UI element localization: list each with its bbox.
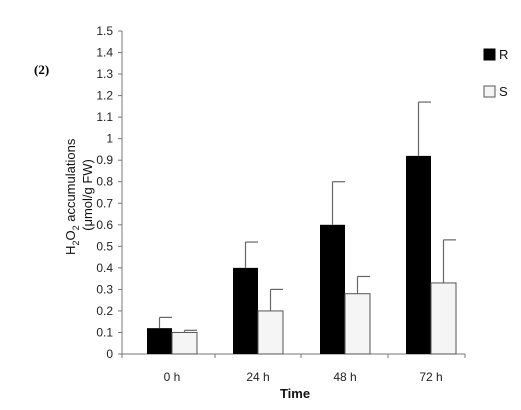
x-tick-label: 0 h [164, 370, 181, 384]
x-tick-label: 72 h [419, 370, 442, 384]
y-axis-title-line1: H2O2 accumulations [63, 138, 81, 255]
bar-r [320, 224, 345, 354]
y-tick-label: 0 [106, 347, 113, 361]
y-axis-title: H2O2 accumulations (μmol/g FW) [63, 135, 95, 255]
legend-swatch-s [483, 85, 496, 98]
bar-r [233, 267, 258, 354]
x-tick-label: 48 h [333, 370, 356, 384]
legend-label-s: S [499, 84, 508, 99]
y-tick-label: 1.1 [96, 110, 113, 124]
bar-s [430, 282, 457, 355]
y-tick-label: 0.2 [96, 304, 113, 318]
bar-s [344, 293, 371, 355]
legend-label-r: R [499, 47, 508, 62]
bar-r [406, 155, 431, 354]
y-tick-label: 0.9 [96, 153, 113, 167]
bar-r [147, 328, 172, 354]
x-tick-label: 24 h [246, 370, 269, 384]
y-tick-label: 0.5 [96, 239, 113, 253]
y-tick-label: 1.4 [96, 46, 113, 60]
plot-area: 0 0.1 0.2 0.3 0.4 0.5 0.6 0.7 0.8 0.9 1 1.1 1.2 1.3 1.… [96, 24, 466, 384]
legend-swatch-r [483, 48, 496, 61]
y-axis-title-line2: (μmol/g FW) [80, 159, 95, 231]
y-label-sub1: 2 [71, 241, 81, 246]
y-tick-label: 0.6 [96, 218, 113, 232]
legend: RS [483, 47, 508, 99]
y-label-o: O [63, 230, 78, 240]
y-tick-label: 1.2 [96, 89, 113, 103]
bar-s [257, 310, 284, 355]
y-label-suffix: accumulations [63, 138, 78, 225]
y-tick-label: 0.7 [96, 196, 113, 210]
y-tick-label: 1.5 [96, 24, 113, 38]
panel-label: (2) [34, 62, 49, 77]
y-tick-label: 1 [106, 132, 113, 146]
y-tick-label: 0.4 [96, 261, 113, 275]
y-tick-label: 0.1 [96, 325, 113, 339]
y-tick-label: 0.3 [96, 282, 113, 296]
y-tick-label: 1.3 [96, 67, 113, 81]
bar-s [171, 331, 198, 355]
x-axis-title: Time [280, 386, 310, 401]
y-label-h: H [63, 246, 78, 255]
y-label-sub2: 2 [71, 225, 81, 230]
y-tick-label: 0.8 [96, 175, 113, 189]
